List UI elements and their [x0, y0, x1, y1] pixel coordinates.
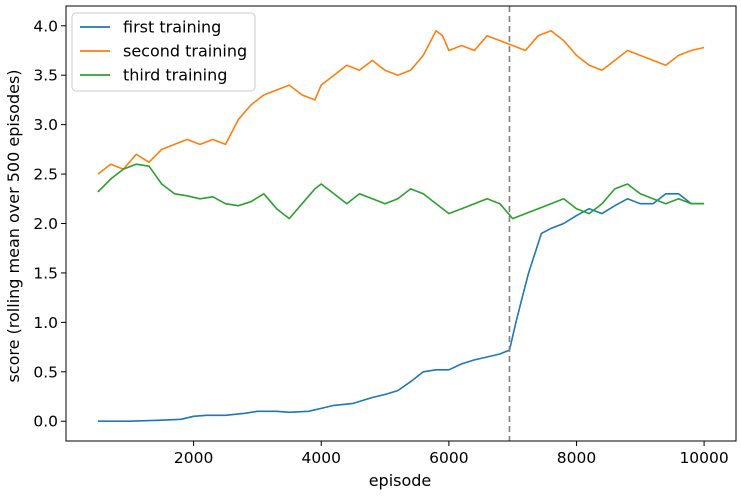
x-tick-label: 10000 — [679, 449, 728, 467]
legend-label-first-training: first training — [123, 18, 221, 37]
legend-label-third-training: third training — [123, 66, 227, 85]
y-tick-label: 0.5 — [33, 363, 58, 381]
y-tick-label: 3.5 — [33, 67, 58, 85]
y-tick-label: 0.0 — [33, 413, 58, 431]
legend: first training second training third train… — [71, 12, 256, 92]
series-layer — [97, 29, 705, 423]
x-tick-label: 2000 — [174, 449, 213, 467]
y-tick-label: 1.0 — [33, 314, 58, 332]
y-axis-ticks: 0.0 0.5 1.0 1.5 2.0 2.5 3.0 3.5 4.0 — [33, 17, 66, 431]
legend-box — [71, 12, 256, 92]
y-axis-title: score (rolling mean over 500 episodes) — [4, 69, 23, 382]
y-tick-label: 1.5 — [33, 264, 58, 282]
legend-items: first training second training third train… — [80, 18, 247, 85]
series-line-first-training — [97, 193, 705, 423]
x-tick-label: 8000 — [557, 449, 596, 467]
x-axis-ticks: 2000 4000 6000 8000 10000 — [174, 441, 729, 467]
series-line-third-training — [97, 163, 705, 220]
x-axis-title: episode — [369, 471, 432, 490]
legend-label-second-training: second training — [123, 42, 247, 61]
y-tick-label: 2.5 — [33, 166, 58, 184]
x-tick-label: 6000 — [429, 449, 468, 467]
y-tick-label: 2.0 — [33, 215, 58, 233]
y-tick-label: 4.0 — [33, 17, 58, 35]
x-tick-label: 4000 — [302, 449, 341, 467]
series-line-second-training — [97, 29, 705, 175]
y-tick-label: 3.0 — [33, 116, 58, 134]
